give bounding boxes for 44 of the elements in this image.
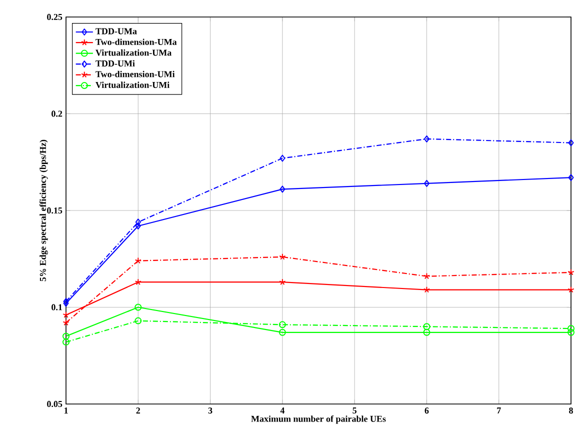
point: [134, 304, 142, 311]
point: [62, 338, 70, 346]
point: [278, 328, 286, 336]
point: [135, 222, 141, 230]
point: [423, 272, 430, 280]
legend-label: TDD-UMa: [96, 28, 137, 34]
legend-label: TDD-UMi: [96, 60, 135, 66]
point: [568, 268, 574, 276]
x-tick-label: 4: [280, 408, 285, 414]
point: [134, 278, 142, 286]
point: [134, 257, 142, 264]
point: [568, 325, 574, 332]
point: [423, 328, 430, 336]
x-tick-label: 8: [569, 408, 573, 414]
point: [424, 180, 430, 187]
point: [423, 286, 430, 293]
point: [135, 218, 141, 226]
y-tick-label: 0.15: [47, 207, 62, 214]
point: [423, 323, 430, 330]
legend-label: Two-dimension-UMa: [96, 38, 177, 46]
legend-label: Virtualization-UMa: [96, 49, 172, 56]
legend-label: Virtualization-UMi: [96, 82, 170, 88]
x-tick-label: 7: [497, 408, 501, 414]
point: [280, 186, 286, 193]
x-tick-label: 3: [208, 408, 212, 414]
y-tick-label: 0.05: [47, 400, 62, 408]
x-tick-label: 2: [136, 408, 140, 414]
y-tick-label: 0.2: [52, 110, 62, 117]
x-tick-label: 5: [352, 408, 356, 414]
point: [278, 321, 286, 328]
x-tick-label: 6: [424, 408, 429, 414]
point: [424, 135, 430, 142]
y-tick-label: 0.25: [47, 14, 62, 20]
point: [279, 253, 286, 260]
point: [134, 317, 142, 324]
x-tick-label: 1: [64, 408, 68, 414]
x-axis-title: Maximum number of pairable UEs: [251, 415, 386, 424]
point: [279, 278, 286, 286]
point: [62, 319, 70, 326]
y-tick-label: 0.1: [52, 304, 62, 310]
point: [280, 154, 286, 162]
legend-label: Two-dimension-UMi: [96, 70, 175, 78]
point: [568, 139, 574, 146]
y-axis-title: 5% Edge spectral efficiency (bps/Hz): [40, 140, 48, 282]
